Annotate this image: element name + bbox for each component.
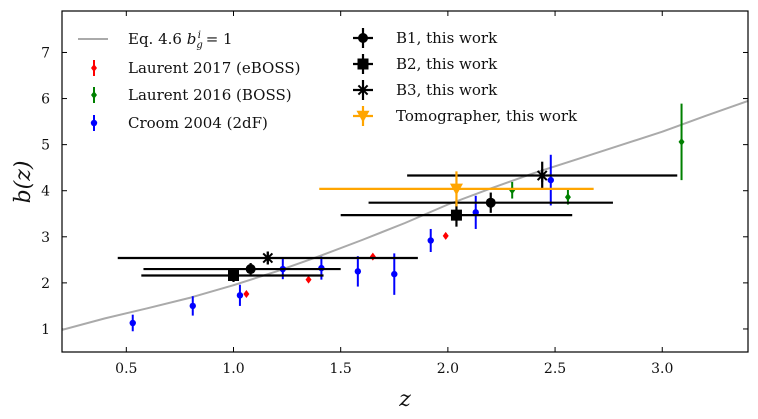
data-point <box>442 231 449 240</box>
data-point <box>472 209 479 216</box>
legend-swatch-marker <box>91 64 97 72</box>
legend-label: B2, this work <box>396 55 498 73</box>
axes: 0.5 1.0 1.5 2.0 2.5 3.0 1 2 3 4 5 6 7 <box>41 11 748 377</box>
data-point <box>245 264 256 275</box>
legend-swatch-marker <box>356 83 370 97</box>
x-tick-label: 0.5 <box>115 361 137 377</box>
data-point <box>261 251 275 265</box>
y-tick-label: 2 <box>41 276 50 292</box>
y-tick-label: 7 <box>41 45 50 61</box>
series-5 <box>117 161 678 265</box>
data-point <box>354 268 362 275</box>
y-tick-label: 4 <box>41 184 50 200</box>
legend-label: Laurent 2016 (BOSS) <box>128 86 292 104</box>
legend-label: Laurent 2017 (eBOSS) <box>128 59 300 77</box>
x-tick-label: 2.0 <box>437 361 459 377</box>
legend-label: B1, this work <box>396 29 498 47</box>
x-axis-label: z <box>398 387 411 412</box>
series-1 <box>509 103 685 205</box>
data-point <box>427 237 434 244</box>
legend-curve-label: Eq. 4.6 bgi = 1 <box>128 30 233 51</box>
series-6 <box>319 171 594 207</box>
data-point <box>228 270 239 282</box>
x-tick-label: 3.0 <box>651 361 673 377</box>
data-point-stroke <box>536 170 548 181</box>
legend-swatch-marker-stroke <box>357 84 369 96</box>
legend-swatch-marker <box>90 119 98 127</box>
data-point <box>236 292 244 299</box>
data-point <box>305 275 312 284</box>
legend-swatch-marker <box>91 91 97 99</box>
data-point-stroke <box>262 252 274 264</box>
series-3 <box>143 192 613 276</box>
data-point <box>450 209 462 221</box>
data-point <box>391 270 398 278</box>
y-tick-label: 6 <box>41 92 50 108</box>
curve-layer <box>62 99 748 331</box>
legend-swatch-marker <box>356 110 370 123</box>
plot-frame <box>61 10 749 353</box>
x-tick-label: 1.0 <box>222 361 244 377</box>
legend: Eq. 4.6 bgi = 1 Laurent 2017 (eBOSS) Laure… <box>78 28 578 132</box>
data-point <box>449 183 463 196</box>
x-tick-label: 1.5 <box>330 361 352 377</box>
data-point <box>535 169 549 183</box>
data-point <box>243 289 250 298</box>
y-tick-label: 1 <box>41 322 50 338</box>
y-axis-label: b(z) <box>11 161 36 204</box>
data-point <box>678 137 685 146</box>
points-layer <box>117 103 685 332</box>
data-point <box>547 176 554 184</box>
y-tick-label: 3 <box>41 230 50 246</box>
legend-swatch-marker <box>357 58 369 70</box>
series-0 <box>243 231 449 298</box>
model-curve <box>62 99 748 331</box>
data-point <box>485 197 496 208</box>
data-point <box>129 319 136 327</box>
legend-swatch-marker <box>358 33 368 43</box>
plot-background <box>62 11 748 352</box>
legend-label: B3, this work <box>396 81 498 99</box>
legend-label: Croom 2004 (2dF) <box>128 114 268 132</box>
data-point <box>189 302 196 310</box>
series-4 <box>141 203 573 282</box>
data-point <box>564 193 571 202</box>
y-tick-label: 5 <box>41 138 50 154</box>
legend-label: Tomographer, this work <box>396 107 578 125</box>
x-tick-label: 2.5 <box>544 361 566 377</box>
